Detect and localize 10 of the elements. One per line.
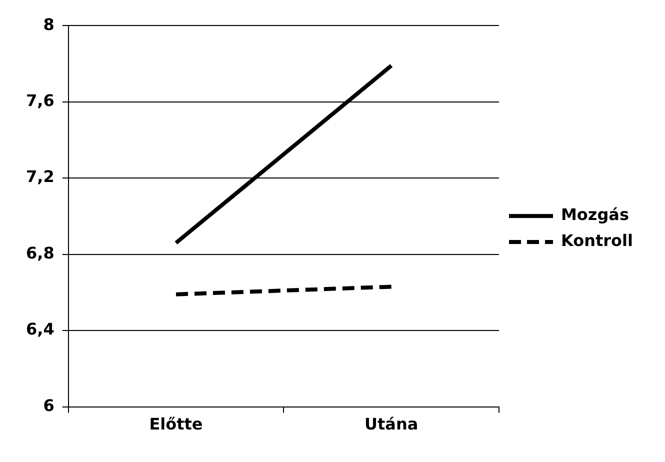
y-tick-label: 6	[43, 396, 54, 415]
y-tick-label: 8	[43, 14, 54, 34]
x-tick-label: Előtte	[149, 414, 203, 434]
legend-label: Kontroll	[561, 231, 633, 250]
x-tick-label: Utána	[364, 414, 418, 434]
y-tick-label: 7,6	[26, 90, 54, 110]
y-tick-label: 6,8	[26, 243, 54, 262]
y-tick-label: 7,2	[26, 167, 54, 186]
y-tick-label: 6,4	[26, 320, 54, 339]
legend-label: Mozgás	[561, 205, 629, 224]
